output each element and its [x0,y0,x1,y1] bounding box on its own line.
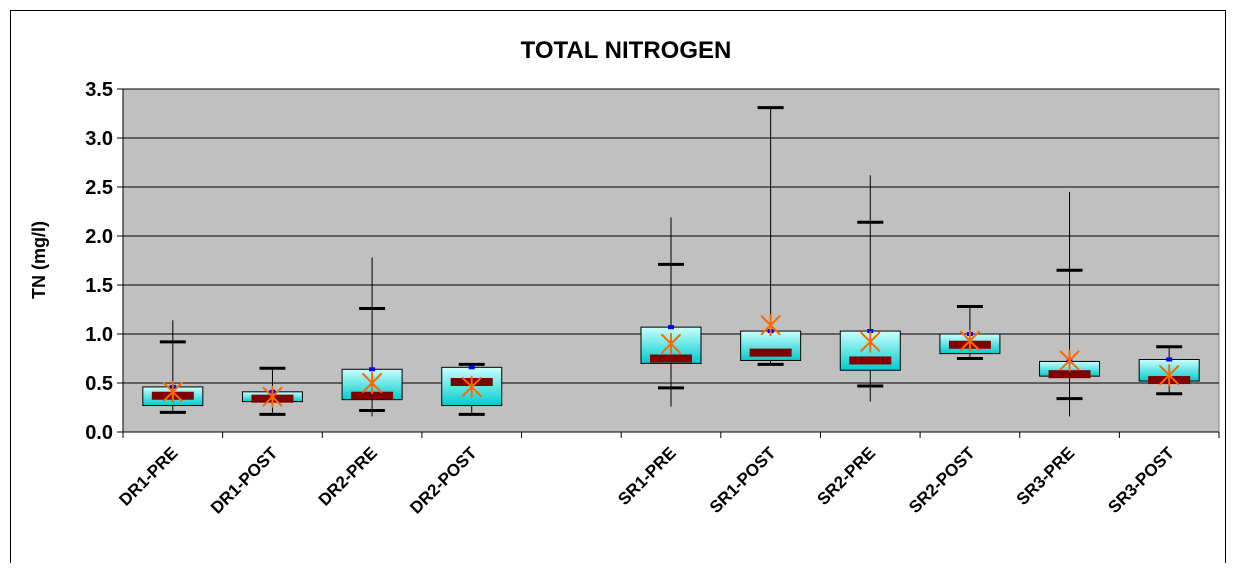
mean-marker [461,375,482,398]
q3-marker [668,325,674,330]
box-dr2-pre [341,257,403,417]
mean-marker [262,385,283,408]
y-tick-label: 3.5 [85,79,113,101]
box-sr3-post [1138,345,1200,396]
y-axis: 0.0 0.5 1.0 1.5 2.0 2.5 3.0 3.5 [85,79,124,444]
boxes-group [142,106,1200,417]
y-tick-label: 2.0 [85,226,113,248]
mean-marker [362,372,383,394]
q3-marker [1166,357,1173,362]
median-bar [351,391,394,400]
median-bar [1048,370,1091,379]
box-sr2-post [939,305,1001,360]
box-dr1-pre [142,320,204,414]
mean-marker [162,380,183,403]
y-tick-label: 0.5 [85,373,113,395]
median-bar [849,356,892,365]
y-tick-label: 3.0 [85,128,113,150]
mean-marker [661,332,681,355]
y-tick-label: 2.5 [85,177,113,199]
median-bar [749,348,792,357]
median-bar [650,354,692,363]
box-sr1-post [740,106,802,366]
box-dr2-post [441,362,503,416]
box-sr2-pre [839,175,901,402]
q3-marker [468,365,475,370]
box-sr1-pre [640,217,702,407]
y-tick-label: 1.0 [85,324,113,346]
mean-marker [959,329,980,352]
mean-marker [1159,364,1180,387]
y-tick-label: 1.5 [85,275,113,297]
box-sr3-pre [1039,191,1101,417]
chart-title: TOTAL NITROGEN [521,37,732,64]
mean-marker [760,314,781,337]
y-axis-label: TN (mg/l) [29,221,49,299]
y-tick-label: 0.0 [85,422,113,444]
mean-marker [860,330,881,353]
box-dr1-post [241,366,303,416]
mean-marker [1059,349,1080,372]
q3-marker [369,367,376,372]
